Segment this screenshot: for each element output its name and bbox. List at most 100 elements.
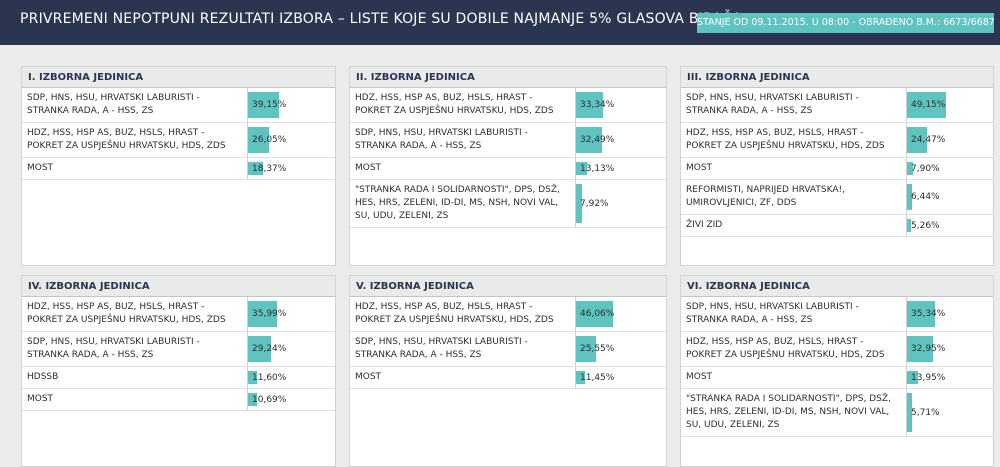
percentage-bar	[907, 393, 912, 432]
result-row: MOST 7,90%	[681, 158, 993, 180]
percentage-value: 5,26%	[911, 220, 940, 231]
result-row: REFORMISTI, NAPRIJED HRVATSKA!, UMIROVLJ…	[681, 180, 993, 215]
result-row: HDZ, HSS, HSP AS, BUZ, HSLS, HRAST - POK…	[350, 88, 666, 123]
result-row: MOST 11,45%	[350, 367, 666, 389]
result-row: HDZ, HSS, HSP AS, BUZ, HSLS, HRAST - POK…	[350, 297, 666, 332]
percentage-bar	[576, 371, 586, 384]
percentage-value: 5,71%	[911, 407, 940, 418]
percentage-bar	[248, 92, 280, 118]
percentage-cell: 46,06%	[576, 297, 666, 331]
percentage-cell: 26,05%	[248, 123, 335, 157]
constituency-panel: V. IZBORNA JEDINICA HDZ, HSS, HSP AS, BUZ…	[349, 275, 667, 467]
result-row: MOST 13,95%	[681, 367, 993, 389]
panel-title: VI. IZBORNA JEDINICA	[681, 276, 993, 297]
percentage-bar	[248, 301, 277, 327]
percentage-cell: 13,95%	[907, 367, 993, 388]
percentage-value: 7,90%	[911, 163, 940, 174]
party-list-name: ŽIVI ZID	[681, 215, 907, 236]
percentage-cell: 29,24%	[248, 332, 335, 366]
panel-title: V. IZBORNA JEDINICA	[350, 276, 666, 297]
party-list-name: SDP, HNS, HSU, HRVATSKI LABURISTI - STRA…	[350, 332, 576, 366]
percentage-bar	[907, 371, 919, 384]
party-list-name: MOST	[350, 158, 576, 179]
result-row: ŽIVI ZID 5,26%	[681, 215, 993, 237]
percentage-bar	[248, 127, 269, 153]
percentage-value: 35,34%	[911, 309, 946, 319]
result-row: SDP, HNS, HSU, HRVATSKI LABURISTI - STRA…	[22, 88, 335, 123]
result-row: SDP, HNS, HSU, HRVATSKI LABURISTI - STRA…	[350, 332, 666, 367]
percentage-value: 18,37%	[252, 163, 287, 174]
percentage-value: 33,34%	[580, 100, 615, 110]
result-row: HDZ, HSS, HSP AS, BUZ, HSLS, HRAST - POK…	[681, 332, 993, 367]
percentage-cell: 10,69%	[248, 389, 335, 410]
percentage-value: 32,49%	[580, 135, 615, 145]
percentage-cell: 7,92%	[576, 180, 666, 227]
result-row: SDP, HNS, HSU, HRVATSKI LABURISTI - STRA…	[681, 88, 993, 123]
percentage-value: 46,06%	[580, 309, 615, 319]
party-list-name: HDZ, HSS, HSP AS, BUZ, HSLS, HRAST - POK…	[350, 88, 576, 122]
party-list-name: MOST	[681, 158, 907, 179]
panel-title: IV. IZBORNA JEDINICA	[22, 276, 335, 297]
party-list-name: MOST	[22, 158, 248, 179]
result-row: SDP, HNS, HSU, HRVATSKI LABURISTI - STRA…	[681, 297, 993, 332]
percentage-value: 26,05%	[252, 135, 287, 145]
result-row: HDZ, HSS, HSP AS, BUZ, HSLS, HRAST - POK…	[22, 123, 335, 158]
party-list-name: SDP, HNS, HSU, HRVATSKI LABURISTI - STRA…	[22, 88, 248, 122]
percentage-value: 25,55%	[580, 344, 615, 354]
party-list-name: MOST	[350, 367, 576, 388]
party-list-name: "STRANKA RADA I SOLIDARNOSTI", DPS, DSŽ,…	[350, 180, 576, 227]
percentage-cell: 39,15%	[248, 88, 335, 122]
result-row: "STRANKA RADA I SOLIDARNOSTI", DPS, DSŽ,…	[350, 180, 666, 228]
percentage-cell: 35,99%	[248, 297, 335, 331]
percentage-bar	[248, 162, 263, 175]
party-list-name: "STRANKA RADA I SOLIDARNOSTI", DPS, DSŽ,…	[681, 389, 907, 436]
percentage-value: 35,99%	[252, 309, 287, 319]
percentage-value: 39,15%	[252, 100, 287, 110]
party-list-name: MOST	[22, 389, 248, 410]
percentage-cell: 11,45%	[576, 367, 666, 388]
percentage-cell: 32,95%	[907, 332, 993, 366]
percentage-value: 24,47%	[911, 135, 946, 145]
panel-title: II. IZBORNA JEDINICA	[350, 67, 666, 88]
panel-title: III. IZBORNA JEDINICA	[681, 67, 993, 88]
result-row: SDP, HNS, HSU, HRVATSKI LABURISTI - STRA…	[22, 332, 335, 367]
constituency-panel: I. IZBORNA JEDINICA SDP, HNS, HSU, HRVATS…	[21, 66, 336, 266]
result-row: HDZ, HSS, HSP AS, BUZ, HSLS, HRAST - POK…	[681, 123, 993, 158]
percentage-bar	[576, 127, 602, 153]
constituency-panel: III. IZBORNA JEDINICA SDP, HNS, HSU, HRVA…	[680, 66, 994, 266]
percentage-value: 32,95%	[911, 344, 946, 354]
percentage-bar	[907, 162, 914, 175]
percentage-cell: 11,60%	[248, 367, 335, 388]
percentage-bar	[248, 393, 257, 406]
percentage-cell: 25,55%	[576, 332, 666, 366]
page-title: PRIVREMENI NEPOTPUNI REZULTATI IZBORA – …	[20, 11, 742, 27]
percentage-bar	[248, 336, 272, 362]
percentage-bar	[576, 336, 597, 362]
percentage-cell: 5,71%	[907, 389, 993, 436]
percentage-value: 6,44%	[911, 192, 940, 202]
party-list-name: HDZ, HSS, HSP AS, BUZ, HSLS, HRAST - POK…	[22, 297, 248, 331]
party-list-name: HDSSB	[22, 367, 248, 388]
constituency-panel: IV. IZBORNA JEDINICA HDZ, HSS, HSP AS, BU…	[21, 275, 336, 467]
constituency-panel: II. IZBORNA JEDINICA HDZ, HSS, HSP AS, BU…	[349, 66, 667, 266]
party-list-name: SDP, HNS, HSU, HRVATSKI LABURISTI - STRA…	[22, 332, 248, 366]
percentage-cell: 6,44%	[907, 180, 993, 214]
percentage-bar	[907, 184, 913, 210]
percentage-cell: 24,47%	[907, 123, 993, 157]
percentage-bar	[576, 92, 603, 118]
percentage-value: 13,95%	[911, 372, 946, 383]
party-list-name: SDP, HNS, HSU, HRVATSKI LABURISTI - STRA…	[681, 88, 907, 122]
constituency-panel: VI. IZBORNA JEDINICA SDP, HNS, HSU, HRVAT…	[680, 275, 994, 467]
party-list-name: HDZ, HSS, HSP AS, BUZ, HSLS, HRAST - POK…	[681, 123, 907, 157]
result-row: MOST 13,13%	[350, 158, 666, 180]
percentage-bar	[907, 219, 912, 232]
percentage-bar	[907, 127, 927, 153]
result-row: SDP, HNS, HSU, HRVATSKI LABURISTI - STRA…	[350, 123, 666, 158]
percentage-bar	[576, 301, 613, 327]
percentage-cell: 32,49%	[576, 123, 666, 157]
percentage-cell: 35,34%	[907, 297, 993, 331]
party-list-name: HDZ, HSS, HSP AS, BUZ, HSLS, HRAST - POK…	[350, 297, 576, 331]
percentage-value: 13,13%	[580, 163, 615, 174]
result-row: HDZ, HSS, HSP AS, BUZ, HSLS, HRAST - POK…	[22, 297, 335, 332]
percentage-cell: 18,37%	[248, 158, 335, 179]
